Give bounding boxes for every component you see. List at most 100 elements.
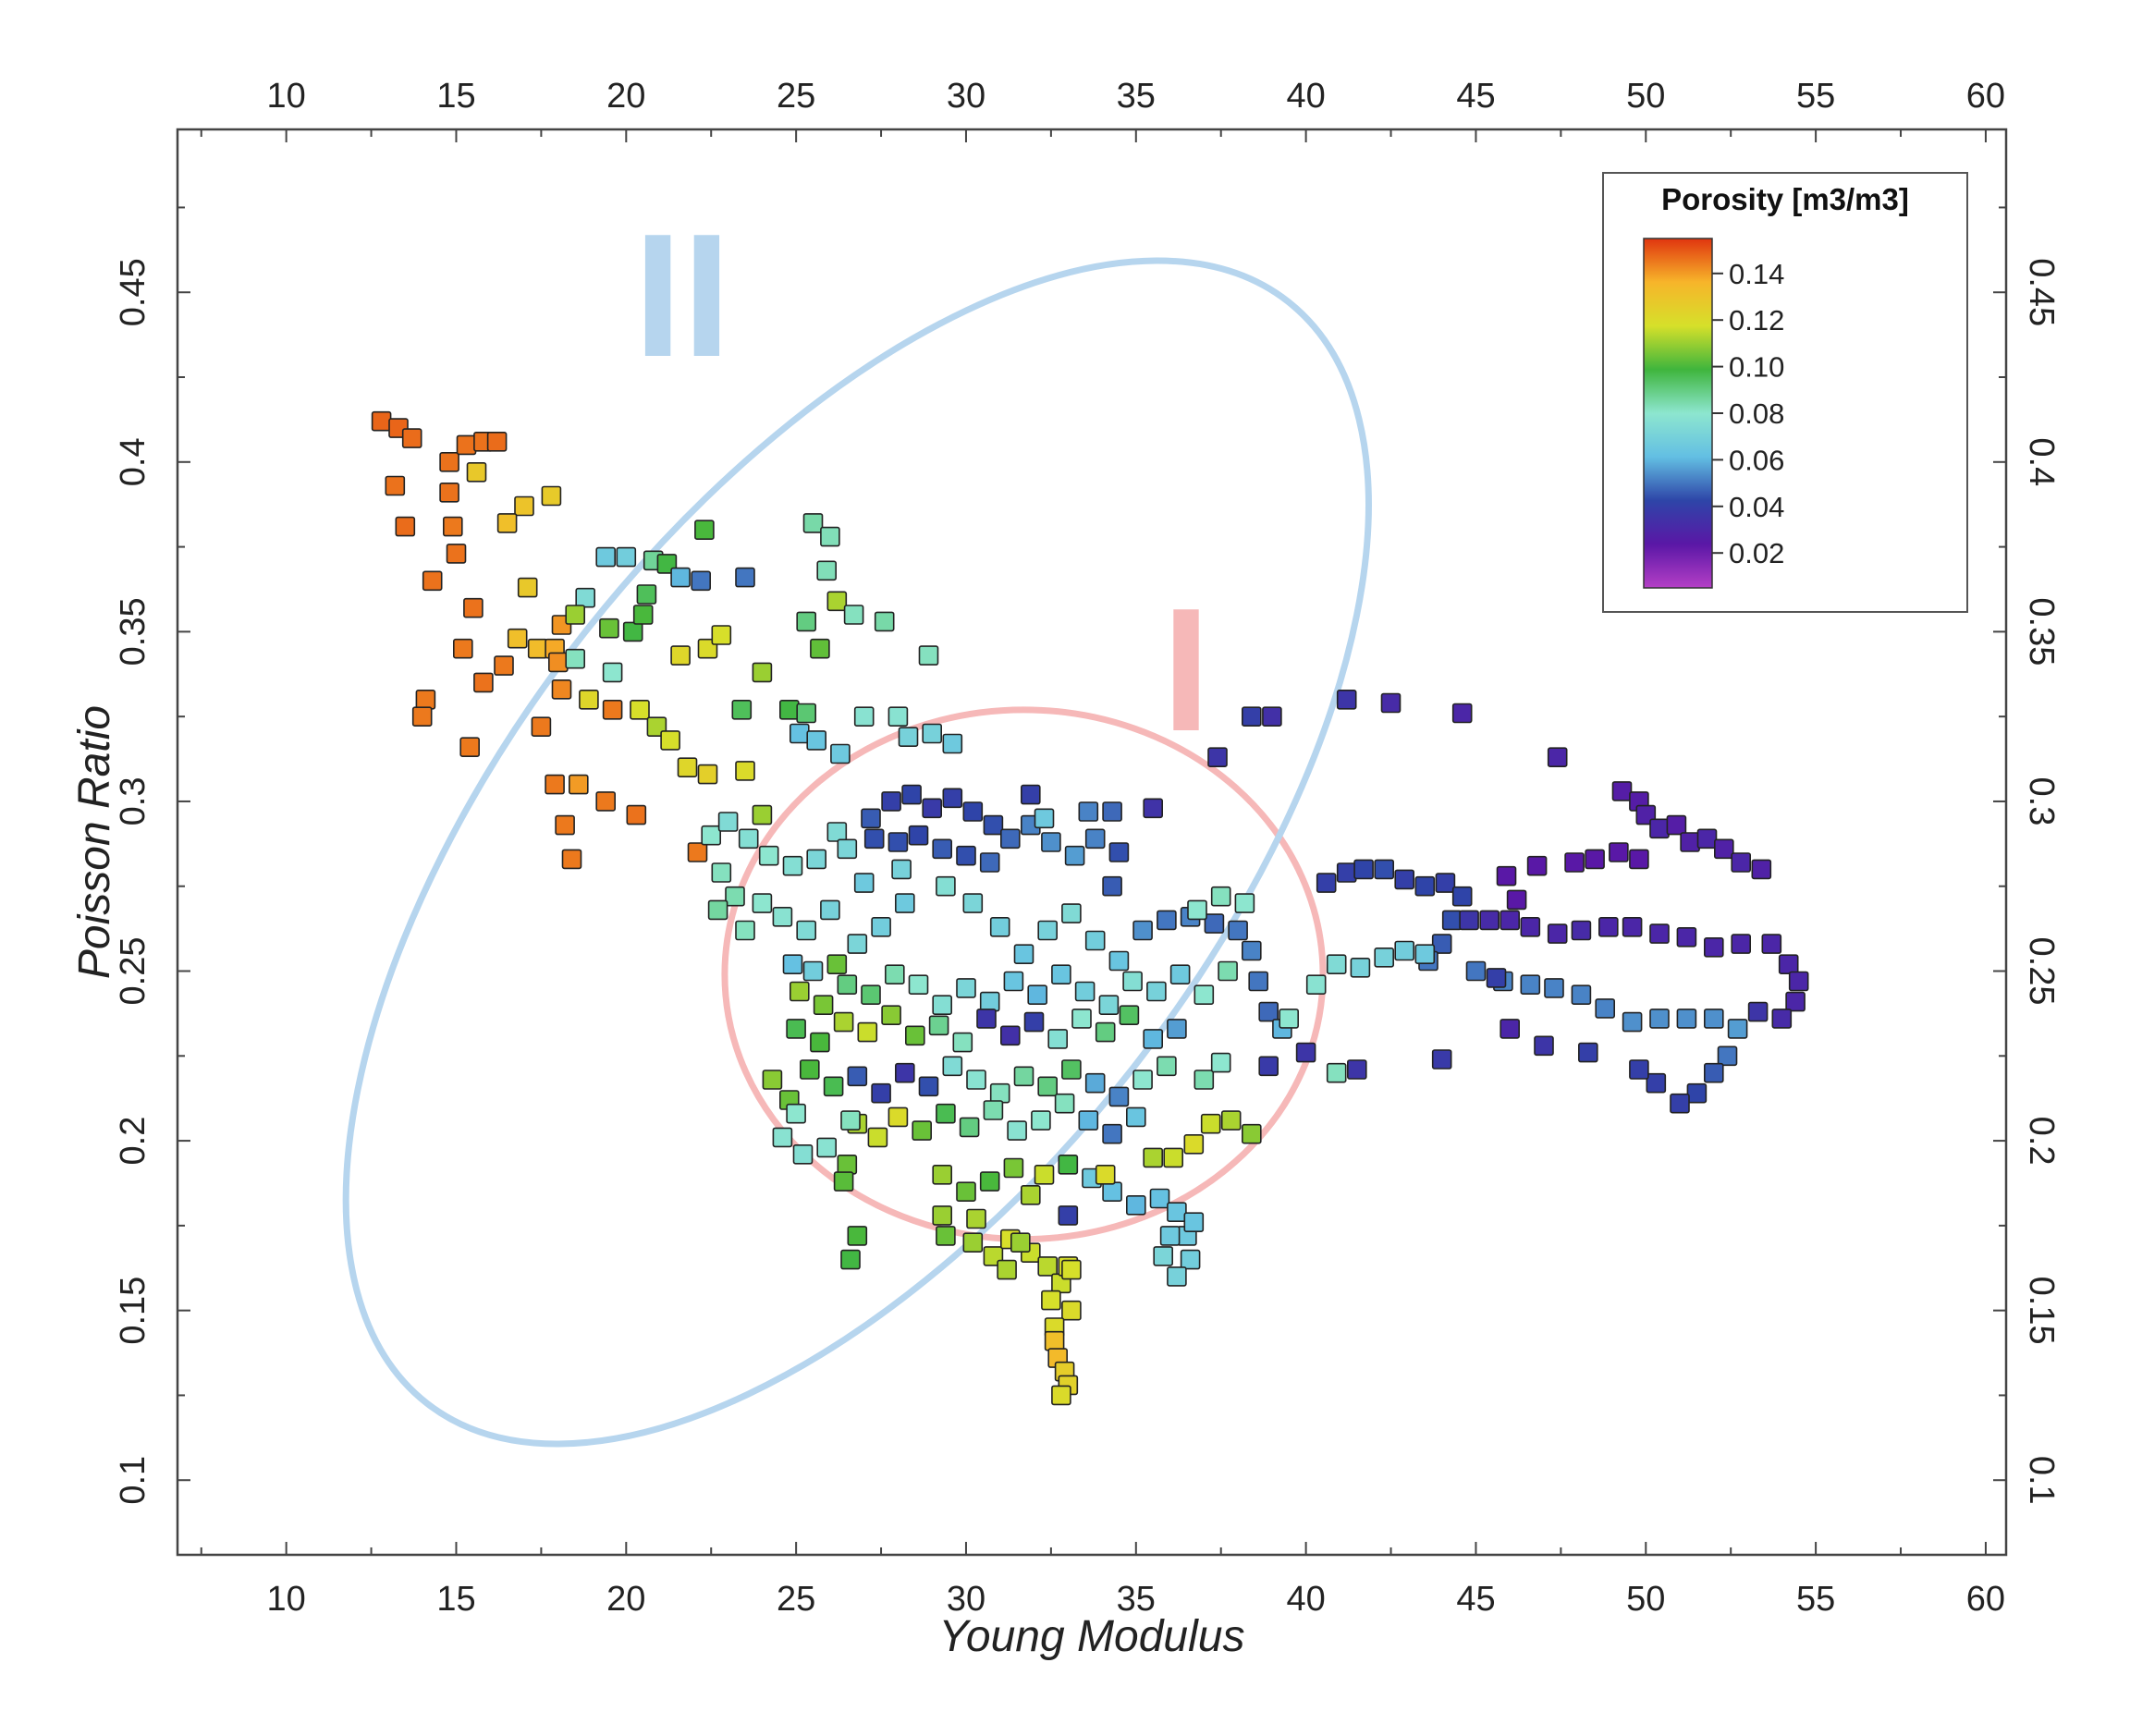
data-point (595, 791, 617, 812)
x-tick-label-bottom: 55 (1796, 1580, 1835, 1619)
data-point (888, 706, 909, 727)
x-tick-label-bottom: 15 (436, 1580, 475, 1619)
data-point (837, 838, 858, 860)
data-point (1431, 934, 1452, 954)
data-point (735, 761, 755, 781)
data-point (820, 899, 840, 921)
data-point (1520, 916, 1541, 937)
y-tick-label-right: 0.2 (2022, 1117, 2061, 1166)
data-point (1204, 913, 1225, 934)
data-point (1021, 784, 1041, 805)
data-point (1704, 936, 1724, 958)
data-point (1207, 747, 1228, 768)
region-label-II: II (633, 198, 731, 394)
data-point (762, 1070, 783, 1090)
data-point (1670, 1093, 1690, 1114)
region-label-I: I (1162, 572, 1211, 768)
data-point (1785, 991, 1806, 1012)
data-point (1258, 1056, 1279, 1077)
data-point (826, 591, 848, 612)
data-point (415, 689, 436, 710)
colorbar-tick-label: 0.08 (1729, 397, 1784, 430)
y-tick-label-left: 0.3 (114, 777, 153, 826)
data-point (1731, 934, 1751, 954)
data-point (962, 893, 984, 913)
x-tick-label-bottom: 10 (267, 1580, 306, 1619)
data-point (932, 838, 953, 860)
data-points (371, 410, 1809, 1406)
data-point (1071, 1009, 1092, 1029)
data-point (1013, 944, 1034, 965)
data-point (966, 1070, 986, 1090)
data-point (966, 1208, 986, 1229)
data-point (1061, 903, 1082, 923)
data-point (1353, 859, 1374, 880)
colorbar-ticks: 0.14 0.12 0.10 0.08 0.06 0.04 0.02 (1712, 258, 1784, 569)
data-point (1394, 940, 1414, 961)
data-point (1747, 1001, 1769, 1022)
data-point (932, 995, 953, 1015)
data-point (1157, 1056, 1177, 1077)
data-point (936, 875, 956, 897)
data-point (1126, 1106, 1146, 1128)
data-point (888, 832, 909, 852)
data-point (1007, 1120, 1027, 1141)
data-point (1013, 1066, 1034, 1087)
data-point (561, 849, 582, 870)
x-tick-label-top: 40 (1286, 77, 1325, 116)
data-point (1350, 958, 1371, 978)
data-point (687, 842, 708, 862)
data-point (936, 1103, 956, 1124)
data-point (989, 916, 1010, 937)
data-point (918, 645, 939, 666)
data-point (1228, 920, 1248, 941)
data-point (1459, 910, 1479, 931)
data-point (1622, 916, 1643, 937)
data-point (830, 743, 851, 764)
data-point (1336, 862, 1357, 883)
data-point (547, 652, 569, 673)
data-point (796, 920, 817, 941)
data-point (1526, 855, 1548, 876)
data-point (551, 679, 572, 700)
data-point (711, 862, 732, 883)
data-point (1717, 1045, 1738, 1067)
data-point (459, 737, 481, 758)
y-tick-label-right: 0.15 (2022, 1277, 2061, 1345)
data-point (1210, 1052, 1231, 1073)
data-point (1534, 1035, 1554, 1057)
data-point (1167, 1202, 1187, 1222)
data-point (1676, 1009, 1697, 1029)
data-point (816, 1137, 838, 1158)
data-point (1414, 944, 1436, 965)
data-point (697, 764, 718, 785)
x-tick-label-bottom: 25 (777, 1580, 815, 1619)
data-point (1578, 1042, 1598, 1063)
data-point (725, 886, 745, 907)
data-point (401, 428, 422, 448)
data-point (1143, 798, 1163, 819)
data-point (758, 845, 779, 866)
data-point (1041, 832, 1061, 852)
colorbar-tick-label: 0.02 (1729, 537, 1784, 569)
x-tick-label-bottom: 60 (1966, 1580, 2005, 1619)
data-point (466, 461, 487, 483)
x-tick-label-top: 25 (777, 77, 815, 116)
data-point (833, 1011, 854, 1033)
data-point (707, 899, 728, 921)
data-point (840, 1249, 861, 1270)
data-point (595, 546, 617, 568)
data-point (823, 1076, 844, 1097)
data-point (616, 546, 637, 568)
data-point (1585, 849, 1605, 870)
data-point (738, 828, 759, 850)
data-point (976, 1009, 997, 1029)
y-tick-label-left: 0.45 (114, 258, 153, 326)
data-point (1095, 1021, 1116, 1043)
data-point (446, 544, 467, 564)
data-point (395, 516, 416, 537)
data-point (820, 526, 840, 547)
x-tick-label-top: 60 (1966, 77, 2005, 116)
data-point (962, 1232, 984, 1253)
